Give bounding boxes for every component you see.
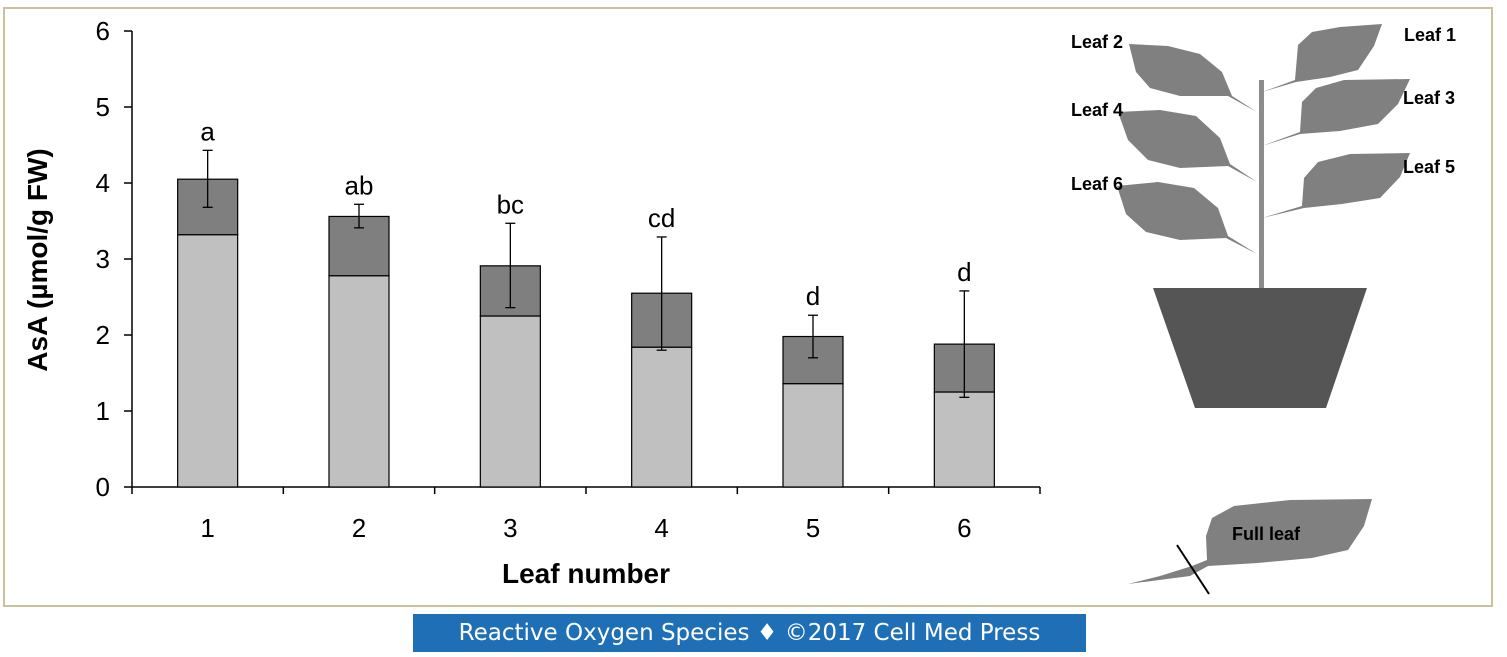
y-tick-label: 5 [96, 92, 110, 122]
significance-label: ab [345, 170, 374, 200]
footer-banner: Reactive Oxygen Species ♦ ©2017 Cell Med… [413, 614, 1086, 652]
y-tick-label: 4 [96, 168, 110, 198]
bar-segment-lower [328, 275, 390, 488]
full-leaf-label: Full leaf [1232, 524, 1301, 544]
leaf-2-shape [1129, 44, 1257, 112]
leaf-5-shape [1262, 153, 1410, 218]
plant-pot [1153, 288, 1367, 408]
x-tick-label: 4 [654, 513, 668, 543]
leaf-1-shape [1262, 24, 1382, 92]
leaf-4-label: Leaf 4 [1071, 100, 1123, 120]
x-tick-label: 2 [352, 513, 366, 543]
y-tick-label: 3 [96, 244, 110, 274]
bar-chart: AsA (µmol/g FW) Leaf number 0 1 2 3 4 5 6 a 1 ab 2… [22, 16, 1041, 589]
cut-line [1176, 544, 1210, 595]
y-tick-label: 1 [96, 396, 110, 426]
y-tick-label: 0 [96, 472, 110, 502]
x-tick-label: 6 [957, 513, 971, 543]
leaf-3-shape [1262, 79, 1410, 146]
leaf-3-label: Leaf 3 [1403, 88, 1455, 108]
significance-label: d [806, 281, 820, 311]
leaf-6-label: Leaf 6 [1071, 174, 1123, 194]
y-axis-title: AsA (µmol/g FW) [22, 148, 53, 372]
full-leaf-shape [1128, 499, 1372, 584]
leaf-5-label: Leaf 5 [1403, 157, 1455, 177]
significance-label: a [200, 116, 215, 146]
plant-diagram: Leaf 1 Leaf 2 Leaf 3 Leaf 4 Leaf 5 Leaf … [1071, 24, 1456, 595]
significance-label: cd [648, 203, 675, 233]
plant-stem [1259, 80, 1264, 290]
significance-label: bc [497, 189, 524, 219]
x-axis-title: Leaf number [502, 558, 670, 589]
x-tick-label: 1 [200, 513, 214, 543]
bar-segment-lower [782, 383, 844, 488]
leaf-6-shape [1117, 182, 1257, 254]
leaf-2-label: Leaf 2 [1071, 32, 1123, 52]
x-tick-label: 5 [806, 513, 820, 543]
bar-segment-lower [177, 234, 239, 488]
bar-segment-lower [631, 346, 693, 488]
y-tick-label: 6 [96, 16, 110, 46]
y-tick-label: 2 [96, 320, 110, 350]
leaf-4-shape [1118, 110, 1257, 182]
bar-segment-lower [933, 391, 995, 488]
x-tick-label: 3 [503, 513, 517, 543]
leaf-1-label: Leaf 1 [1404, 25, 1456, 45]
bar-segment-lower [479, 315, 541, 488]
significance-label: d [957, 257, 971, 287]
